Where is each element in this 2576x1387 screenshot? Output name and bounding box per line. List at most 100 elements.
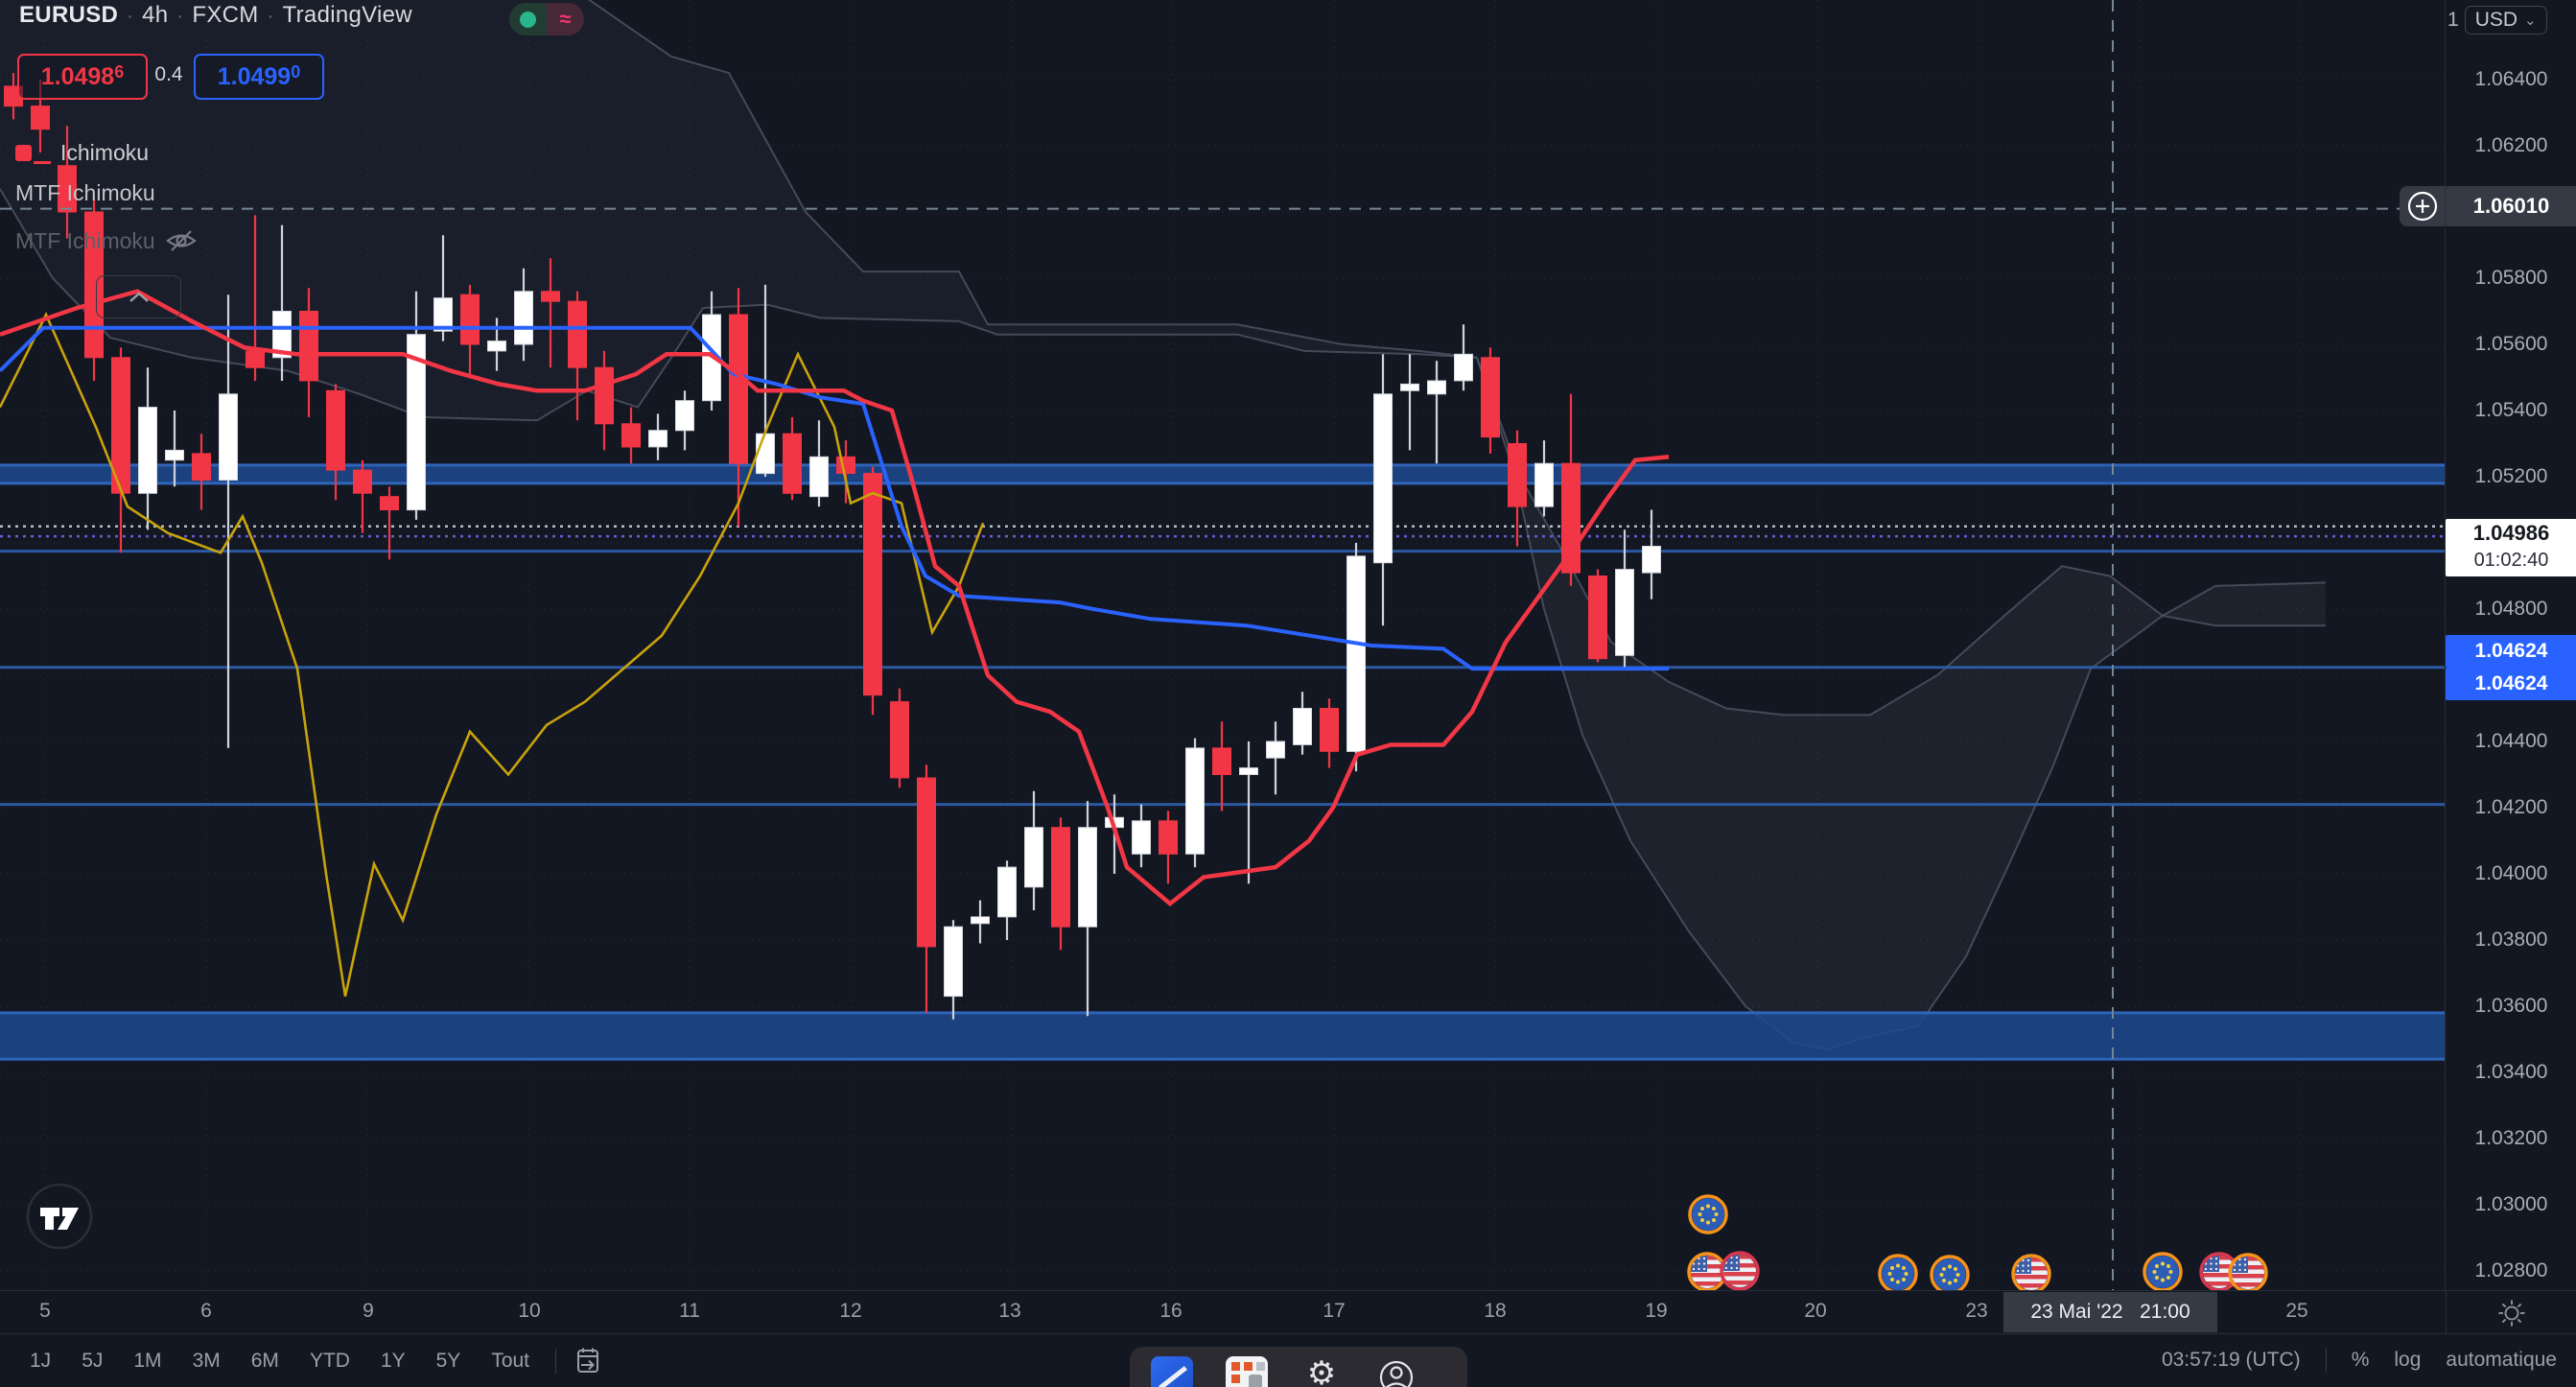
green-dot-icon [520, 11, 536, 28]
go-to-date-icon[interactable] [574, 1347, 602, 1375]
crosshair-price-label: 1.06010 [2446, 186, 2576, 226]
interval-label[interactable]: 4h [142, 2, 169, 28]
candles[interactable] [4, 73, 1661, 1020]
price-axis-label: 1.03800 [2474, 929, 2548, 951]
time-axis-label: 18 [1484, 1300, 1507, 1322]
event-flag-us[interactable] [2228, 1253, 2268, 1290]
calendar-app-icon[interactable] [1226, 1356, 1268, 1387]
range-button-1m[interactable]: 1M [133, 1350, 162, 1372]
indicator-label[interactable]: MTF Ichimoku [15, 227, 155, 253]
percent-scale-button[interactable]: % [2351, 1349, 2370, 1371]
market-status-toggle[interactable]: ≈ [509, 3, 584, 35]
indicator-label[interactable]: Ichimoku [60, 140, 150, 165]
eye-off-icon[interactable] [165, 226, 198, 255]
spread-value: 0.4 [154, 63, 183, 85]
price-axis-header: 1 USD ⌄ [2447, 6, 2547, 35]
event-flag-us[interactable] [2199, 1252, 2239, 1290]
time-axis-label: 10 [518, 1300, 541, 1322]
time-axis-label: 9 [363, 1300, 374, 1322]
time-axis-label: 6 [200, 1300, 212, 1322]
chevron-down-icon: ⌄ [2524, 12, 2537, 29]
separator-dot: · [127, 6, 134, 27]
legend-collapse-button[interactable] [96, 275, 181, 318]
event-flag-us[interactable] [2011, 1254, 2051, 1290]
scale-settings-row: 03:57:19 (UTC) % log automatique [2162, 1333, 2557, 1387]
range-button-1y[interactable]: 1Y [380, 1350, 406, 1372]
indicator-row-ichimoku[interactable]: Ichimoku [15, 140, 149, 166]
price-axis-label: 1.04800 [2474, 598, 2548, 620]
support-resistance-bands[interactable] [0, 463, 2445, 1061]
event-flag-eu[interactable] [1688, 1194, 1728, 1234]
price-axis-label: 1.04000 [2474, 862, 2548, 884]
event-flag-eu[interactable] [2143, 1252, 2183, 1290]
axis-prefix: 1 [2447, 9, 2459, 31]
countdown: 01:02:40 [2473, 550, 2549, 571]
currency-selector[interactable]: USD ⌄ [2464, 6, 2547, 35]
time-axis-label: 17 [1323, 1300, 1346, 1322]
add-alert-plus-button[interactable] [2400, 186, 2445, 226]
toolbar-divider [2325, 1348, 2327, 1373]
event-flag-eu[interactable] [1878, 1254, 1918, 1290]
plus-circle-icon [2407, 191, 2437, 222]
range-button-ytd[interactable]: YTD [309, 1350, 350, 1372]
gear-icon[interactable]: ⚙ [1306, 1356, 1337, 1387]
range-buttons: 1J 5J 1M 3M 6M YTD 1Y 5Y Tout [21, 1346, 538, 1376]
time-axis-label: 11 [679, 1300, 700, 1322]
symbol-title-row[interactable]: EURUSD · 4h · FXCM · TradingView [19, 2, 412, 29]
economic-event-icons[interactable] [1687, 1194, 2268, 1290]
chart-canvas[interactable] [0, 0, 2445, 1290]
sun-settings-icon [2498, 1300, 2525, 1326]
floating-app-panel[interactable]: ⚙ [1130, 1347, 1467, 1387]
event-flag-us[interactable] [1687, 1252, 1727, 1290]
range-button-tout[interactable]: Tout [491, 1350, 530, 1372]
last-price-countdown-label: 1.04986 01:02:40 [2446, 519, 2576, 576]
event-flag-eu[interactable] [1930, 1255, 1970, 1290]
buy-ask-button[interactable]: 1.0499 0 [194, 54, 324, 100]
ichimoku-cloud [0, 0, 2327, 1050]
symbol-name[interactable]: EURUSD [19, 2, 119, 28]
tradingview-logo[interactable] [25, 1182, 94, 1251]
range-button-6m[interactable]: 6M [250, 1350, 279, 1372]
range-button-1j[interactable]: 1J [30, 1350, 52, 1372]
market-open-indicator [509, 3, 547, 35]
price-axis-label: 1.03200 [2474, 1127, 2548, 1149]
separator-dot: · [176, 6, 184, 27]
range-button-3m[interactable]: 3M [192, 1350, 221, 1372]
separator-dot: · [267, 6, 274, 27]
crosshair [0, 0, 2445, 1290]
range-button-5y[interactable]: 5Y [435, 1350, 461, 1372]
indicator-label[interactable]: MTF Ichimoku [15, 180, 155, 205]
price-axis-label: 1.05800 [2474, 267, 2548, 289]
sell-bid-button[interactable]: 1.0498 6 [17, 54, 148, 100]
price-axis[interactable]: 1.06400 1.06200 1.05800 1.05600 1.05400 1.052… [2445, 0, 2576, 1290]
price-axis-label: 1.04400 [2474, 730, 2548, 752]
price-axis-label: 1.04200 [2474, 796, 2548, 818]
axis-settings-corner[interactable] [2446, 1291, 2576, 1334]
exchange-label[interactable]: FXCM [192, 2, 259, 28]
kijun-price-label: 1.04624 [2446, 668, 2576, 700]
ichimoku-lines [0, 289, 1670, 997]
crosshair-time-label: 23 Mai '22 21:00 [2003, 1292, 2217, 1332]
indicator-row-mtf-ichimoku[interactable]: MTF Ichimoku [15, 180, 155, 206]
log-scale-button[interactable]: log [2394, 1349, 2422, 1371]
time-axis[interactable]: 23 Mai '22 21:00 5 6 9 10 11 12 13 16 17 18 19 20 23… [0, 1290, 2576, 1334]
indicator-row-mtf-ichimoku-hidden[interactable]: MTF Ichimoku [15, 226, 198, 255]
time-axis-label: 13 [998, 1300, 1021, 1322]
price-axis-label: 1.03600 [2474, 995, 2548, 1017]
indicator-color-line [34, 161, 51, 164]
price-axis-label: 1.03000 [2474, 1193, 2548, 1215]
chart-edit-icon[interactable] [1151, 1356, 1193, 1387]
price-axis-label: 1.05400 [2474, 399, 2548, 421]
indicator-color-chip [15, 145, 32, 161]
clock-utc[interactable]: 03:57:19 (UTC) [2161, 1349, 2301, 1371]
price-axis-label: 1.06200 [2474, 134, 2548, 156]
range-button-5j[interactable]: 5J [82, 1350, 104, 1372]
auto-scale-button[interactable]: automatique [2446, 1349, 2557, 1371]
price-axis-label: 1.06400 [2474, 68, 2548, 90]
time-axis-label: 25 [2285, 1300, 2308, 1322]
toolbar-divider [555, 1349, 557, 1374]
price-axis-label: 1.03400 [2474, 1061, 2548, 1083]
event-flag-us[interactable] [1720, 1251, 1760, 1290]
account-icon[interactable] [1375, 1356, 1417, 1387]
